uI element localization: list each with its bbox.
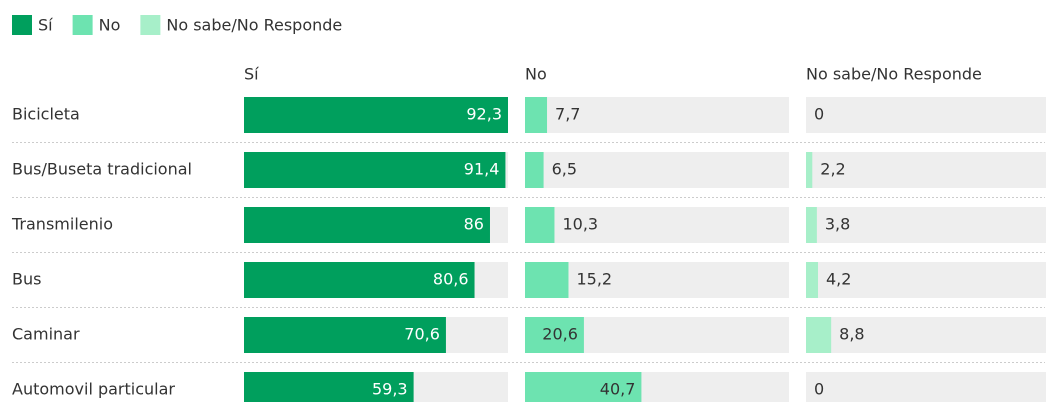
- value-label: 3,8: [825, 215, 850, 234]
- value-label: 91,4: [464, 160, 500, 179]
- bar: [244, 97, 508, 133]
- bar: [806, 152, 813, 188]
- legend-label: No: [99, 16, 121, 35]
- bar: [244, 207, 490, 243]
- row-label: Bus/Buseta tradicional: [12, 160, 192, 179]
- bar: [525, 317, 584, 353]
- value-label: 7,7: [555, 105, 580, 124]
- column-header: No: [525, 65, 547, 84]
- value-label: 92,3: [466, 105, 502, 124]
- legend-swatch: [72, 15, 93, 35]
- bar-background: [806, 262, 1046, 298]
- bar: [806, 207, 817, 243]
- value-label: 70,6: [404, 325, 440, 344]
- bar-background: [806, 207, 1046, 243]
- column-header: No sabe/No Responde: [806, 65, 982, 84]
- value-label: 10,3: [562, 215, 598, 234]
- value-label: 86: [464, 215, 484, 234]
- bar-background: [525, 97, 789, 133]
- value-label: 15,2: [576, 270, 612, 289]
- bar: [244, 152, 506, 188]
- bar: [806, 262, 819, 298]
- bar-background: [525, 152, 789, 188]
- value-label: 80,6: [433, 270, 469, 289]
- bar: [525, 372, 642, 402]
- bar: [525, 207, 555, 243]
- value-label: 8,8: [839, 325, 864, 344]
- value-label: 4,2: [826, 270, 851, 289]
- row-label: Bicicleta: [12, 105, 80, 124]
- legend-swatch: [12, 15, 32, 35]
- legend-label: Sí: [38, 16, 53, 35]
- bar-background: [525, 262, 789, 298]
- row-label: Transmilenio: [11, 215, 113, 234]
- row-label: Automovil particular: [12, 380, 175, 399]
- bar-background: [806, 372, 1046, 402]
- legend-label: No sabe/No Responde: [166, 16, 342, 35]
- bar: [244, 372, 414, 402]
- bar-background: [806, 152, 1046, 188]
- column-header: Sí: [244, 65, 259, 84]
- bar: [525, 97, 548, 133]
- value-label: 2,2: [820, 160, 845, 179]
- row-label: Caminar: [12, 325, 80, 344]
- row-label: Bus: [12, 270, 41, 289]
- value-label: 6,5: [552, 160, 577, 179]
- value-label: 0: [814, 380, 824, 399]
- legend-swatch: [140, 15, 161, 35]
- value-label: 59,3: [372, 380, 408, 399]
- bar: [525, 262, 569, 298]
- bar-background: [806, 317, 1046, 353]
- bar: [244, 317, 446, 353]
- value-label: 40,7: [600, 380, 636, 399]
- value-label: 20,6: [542, 325, 578, 344]
- bar-background: [806, 97, 1046, 133]
- bar: [525, 152, 544, 188]
- bar: [806, 317, 832, 353]
- bar-background: [525, 207, 789, 243]
- value-label: 0: [814, 105, 824, 124]
- bar: [244, 262, 475, 298]
